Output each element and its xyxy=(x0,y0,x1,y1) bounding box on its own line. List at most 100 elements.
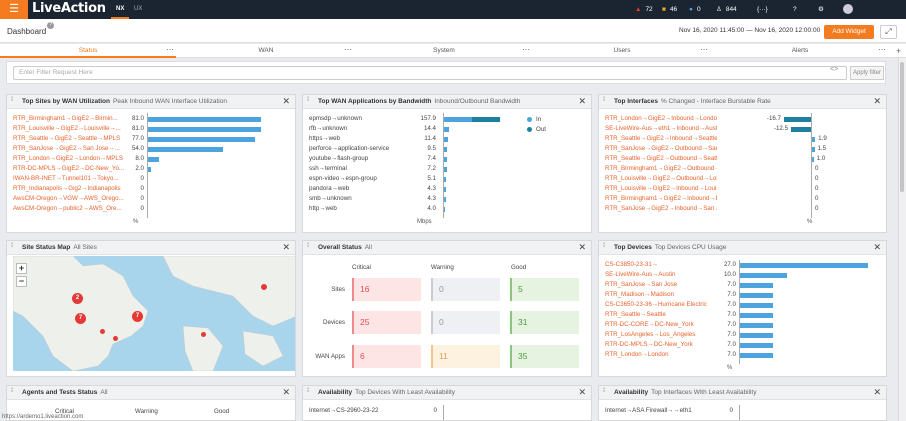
devices-critical-count[interactable]: 25 xyxy=(352,311,421,334)
close-icon[interactable]: ✕ xyxy=(578,242,586,252)
help-badge-icon[interactable]: ? xyxy=(47,22,54,29)
table-row[interactable]: AwsCM-Oregon→VGW→AWS_Orego... 0 xyxy=(7,195,295,205)
row-label[interactable]: AwsCM-Oregon→public2→AWS_Ore... xyxy=(13,205,122,212)
table-row[interactable]: RTR_Indianapolis→Gig2→Indianapolis 0 xyxy=(7,185,295,195)
row-label[interactable]: RTR_Louisville→GigE2→Louisville→... xyxy=(13,125,121,132)
row-label[interactable]: SE-LiveWire-Aus→eth1→Inbound→Austin xyxy=(605,125,717,132)
devices-good-count[interactable]: 31 xyxy=(510,311,579,334)
row-label[interactable]: youtube→flash-group xyxy=(309,155,369,162)
row-label[interactable]: pandora→web xyxy=(309,185,350,192)
row-label[interactable]: RTR_SanJose→GigE2→Inbound→San Jo... xyxy=(605,205,717,212)
tab-wan[interactable]: WAN xyxy=(258,47,274,54)
close-icon[interactable]: ✕ xyxy=(578,387,586,397)
tab-menu-icon[interactable]: ⋯ xyxy=(344,45,352,54)
row-label[interactable]: RTR_Seattle→Seattle xyxy=(605,311,666,318)
table-row[interactable]: RTR_Seattle→Seattle 7.0 xyxy=(599,311,886,321)
row-label[interactable]: RTR_Indianapolis→Gig2→Indianapolis xyxy=(13,185,121,192)
table-row[interactable]: RTR_LosAngeles→Los_Angeles 7.0 xyxy=(599,331,886,341)
row-label[interactable]: RTR_Birmingham1→GigE2→Birmin... xyxy=(13,115,118,122)
table-row[interactable]: RTR_SanJose→San Jose 7.0 xyxy=(599,281,886,291)
row-label[interactable]: RTR_SanJose→GigE2→Outbound→San... xyxy=(605,145,717,152)
table-row[interactable]: RTR_SanJose→GigE2→Inbound→San Jo... 0 xyxy=(599,205,886,215)
tab-alerts[interactable]: Alerts xyxy=(791,47,809,54)
tab-system[interactable]: System xyxy=(433,47,455,54)
fullscreen-icon[interactable]: ⤢ xyxy=(880,25,897,39)
avatar[interactable] xyxy=(843,4,853,14)
drag-handle-icon[interactable]: ⁞⁞ xyxy=(603,243,606,249)
zoom-in-button[interactable]: + xyxy=(16,263,27,274)
row-label[interactable]: RTR_London→GigE2→London→MPLS xyxy=(13,155,123,162)
zoom-out-button[interactable]: − xyxy=(16,276,27,287)
filter-input[interactable]: Enter Filter Request Here xyxy=(13,66,847,80)
drag-handle-icon[interactable]: ⁞⁞ xyxy=(307,388,310,394)
table-row[interactable]: smb→unknown 4.3 xyxy=(303,195,591,205)
add-widget-button[interactable]: Add Widget xyxy=(824,25,874,39)
table-row[interactable]: espn-video→espn-group 5.1 xyxy=(303,175,591,185)
close-icon[interactable]: ✕ xyxy=(873,242,881,252)
row-label[interactable]: espn-video→espn-group xyxy=(309,175,377,182)
map-site-marker[interactable] xyxy=(261,284,267,290)
table-row[interactable]: SE-LiveWire-Aus→eth1→Inbound→Austin -12.5 xyxy=(599,125,886,135)
drag-handle-icon[interactable]: ⁞⁞ xyxy=(307,97,310,103)
map-site-marker[interactable] xyxy=(201,332,206,337)
drag-handle-icon[interactable]: ⁞⁞ xyxy=(307,243,310,249)
table-row[interactable]: RTR_London→London 7.0 xyxy=(599,351,886,361)
table-row[interactable]: RTR_Louisville→GigE2→Inbound→Louis... 0 xyxy=(599,185,886,195)
row-label[interactable]: RTR_Louisville→GigE2→Inbound→Louis... xyxy=(605,185,717,192)
date-range[interactable]: Nov 16, 2020 11:45:00 — Nov 16, 2020 12:… xyxy=(679,27,821,34)
map-cluster-marker[interactable]: 2 xyxy=(72,293,83,304)
row-label[interactable]: RTR-DC-CORE→DC-New_York xyxy=(605,321,694,328)
drag-handle-icon[interactable]: ⁞⁞ xyxy=(11,243,14,249)
close-icon[interactable]: ✕ xyxy=(282,387,290,397)
row-label[interactable]: epmsdp→unknown xyxy=(309,115,362,122)
close-icon[interactable]: ✕ xyxy=(873,96,881,106)
list-item[interactable]: Internet→CS-2960-23-22 0 xyxy=(303,407,591,417)
scrollbar[interactable] xyxy=(898,58,906,421)
map-site-marker[interactable] xyxy=(113,336,118,341)
drag-handle-icon[interactable]: ⁞⁞ xyxy=(11,97,14,103)
row-label[interactable]: RTR_LosAngeles→Los_Angeles xyxy=(605,331,696,338)
tab-menu-icon[interactable]: ⋯ xyxy=(878,45,886,54)
row-label[interactable]: ssh→terminal xyxy=(309,165,347,172)
table-row[interactable]: ssh→terminal 7.2 xyxy=(303,165,591,175)
drag-handle-icon[interactable]: ⁞⁞ xyxy=(11,388,14,394)
row-label[interactable]: RTR_Seattle→GigE2→Inbound→Seattle... xyxy=(605,135,717,142)
table-row[interactable]: RTR_Madison→Madison 7.0 xyxy=(599,291,886,301)
table-row[interactable]: epmsdp→unknown 157.9 xyxy=(303,115,591,125)
tab-menu-icon[interactable]: ⋯ xyxy=(700,45,708,54)
devices-warning-count[interactable]: 0 xyxy=(431,311,500,334)
table-row[interactable]: RTR_Louisville→GigE2→Louisville→... 81.0 xyxy=(7,125,295,135)
table-row[interactable]: RTR-DC-CORE→DC-New_York 7.0 xyxy=(599,321,886,331)
table-row[interactable]: RTR-DC-MPLS→GigE2→DC-New_Yo... 2.0 xyxy=(7,165,295,175)
menu-icon[interactable]: ☰ xyxy=(0,0,28,19)
table-row[interactable]: CS-C3650-23-36→Hurricane Electric 7.0 xyxy=(599,301,886,311)
row-label[interactable]: RTR-DC-MPLS→GigE2→DC-New_Yo... xyxy=(13,165,125,172)
table-row[interactable]: RTR_Louisville→GigE2→Outbound→Loui... 0 xyxy=(599,175,886,185)
row-label[interactable]: CS-C3650-23-36→Hurricane Electric xyxy=(605,301,707,308)
table-row[interactable]: RTR_Seattle→GigE2→Outbound→Seattle 1.0 xyxy=(599,155,886,165)
drag-handle-icon[interactable]: ⁞⁞ xyxy=(603,388,606,394)
close-icon[interactable]: ✕ xyxy=(282,242,290,252)
table-row[interactable]: RTR-DC-MPLS→DC-New_York 7.0 xyxy=(599,341,886,351)
tab-status[interactable]: Status xyxy=(0,44,176,58)
row-label[interactable]: rfb→unknown xyxy=(309,125,348,132)
close-icon[interactable]: ✕ xyxy=(282,96,290,106)
table-row[interactable]: RTR_SanJose→GigE2→San Jose→... 54.0 xyxy=(7,145,295,155)
table-row[interactable]: CS-C3850-23-31→ 27.0 xyxy=(599,261,886,271)
sites-good-count[interactable]: 5 xyxy=(510,278,579,301)
table-row[interactable]: RTR_SanJose→GigE2→Outbound→San... 1.5 xyxy=(599,145,886,155)
drag-handle-icon[interactable]: ⁞⁞ xyxy=(603,97,606,103)
tab-ux[interactable]: UX xyxy=(134,6,143,12)
info-alerts-indicator[interactable]: ● 0 xyxy=(689,0,701,19)
row-label[interactable]: https→web xyxy=(309,135,340,142)
row-label[interactable]: RTR_London→London xyxy=(605,351,669,358)
scrollbar-thumb[interactable] xyxy=(900,62,904,192)
table-row[interactable]: SE-LiveWire-Aus→Austin 10.0 xyxy=(599,271,886,281)
map-cluster-marker[interactable]: 7 xyxy=(132,311,143,322)
sites-warning-count[interactable]: 0 xyxy=(431,278,500,301)
row-label[interactable]: http→web xyxy=(309,205,337,212)
table-row[interactable]: RTR_Birmingham1→GigE2→Outbound→... 0 xyxy=(599,165,886,175)
add-tab-icon[interactable]: + xyxy=(896,46,902,56)
help-icon[interactable]: ? xyxy=(793,6,797,13)
table-row[interactable]: IWAN-BR-INET→Tunnel101→Tokyo... 0 xyxy=(7,175,295,185)
